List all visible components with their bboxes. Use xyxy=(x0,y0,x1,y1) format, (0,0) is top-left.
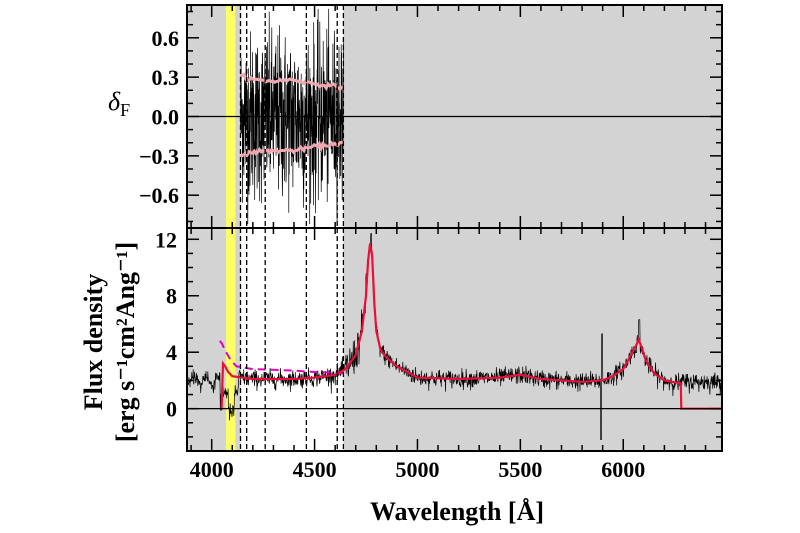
spectrum-ytick-label: 4 xyxy=(166,340,177,365)
residual-ytick-label: −0.6 xyxy=(139,183,179,208)
spectrum-xtick-label: 4500 xyxy=(293,457,337,482)
flux-ylabel-line1: Flux density xyxy=(79,274,108,411)
spectrum-xtick-label: 4000 xyxy=(190,457,234,482)
spectrum-panel: 0 4 8 12 4000 4500 5000 5500 6000 xyxy=(155,227,723,482)
spectrum-xtick-label: 6000 xyxy=(601,457,645,482)
residual-data-line xyxy=(240,8,344,225)
spectrum-highlight-band xyxy=(226,228,236,451)
spectrum-xtick-label: 5500 xyxy=(498,457,542,482)
residual-ytick-label: 0.3 xyxy=(152,65,180,90)
spectrum-ytick-label: 0 xyxy=(166,397,177,422)
x-axis-title: Wavelength [Å] xyxy=(370,497,544,526)
spectrum-model-line xyxy=(219,243,722,410)
spectrum-frame xyxy=(186,227,723,452)
residual-ytick-label: 0.6 xyxy=(152,26,180,51)
residual-envelope-upper xyxy=(240,72,344,92)
residual-ytick-label: 0.0 xyxy=(152,105,180,130)
residual-ytick-label: −0.3 xyxy=(139,144,179,169)
spectrum-masked-region-1 xyxy=(343,228,722,451)
flux-ylabel-line2: [erg s⁻¹cm²Ang⁻¹] xyxy=(111,242,140,442)
residual-envelope-lower xyxy=(239,140,344,159)
spectrum-xtick-label: 5000 xyxy=(395,457,439,482)
residual-ylabel: δF xyxy=(108,87,130,120)
residual-panel: −0.6 −0.3 0.0 0.3 0.6 xyxy=(139,4,723,229)
spectrum-ytick-label: 12 xyxy=(155,227,177,252)
spectrum-ytick-label: 8 xyxy=(166,284,177,309)
